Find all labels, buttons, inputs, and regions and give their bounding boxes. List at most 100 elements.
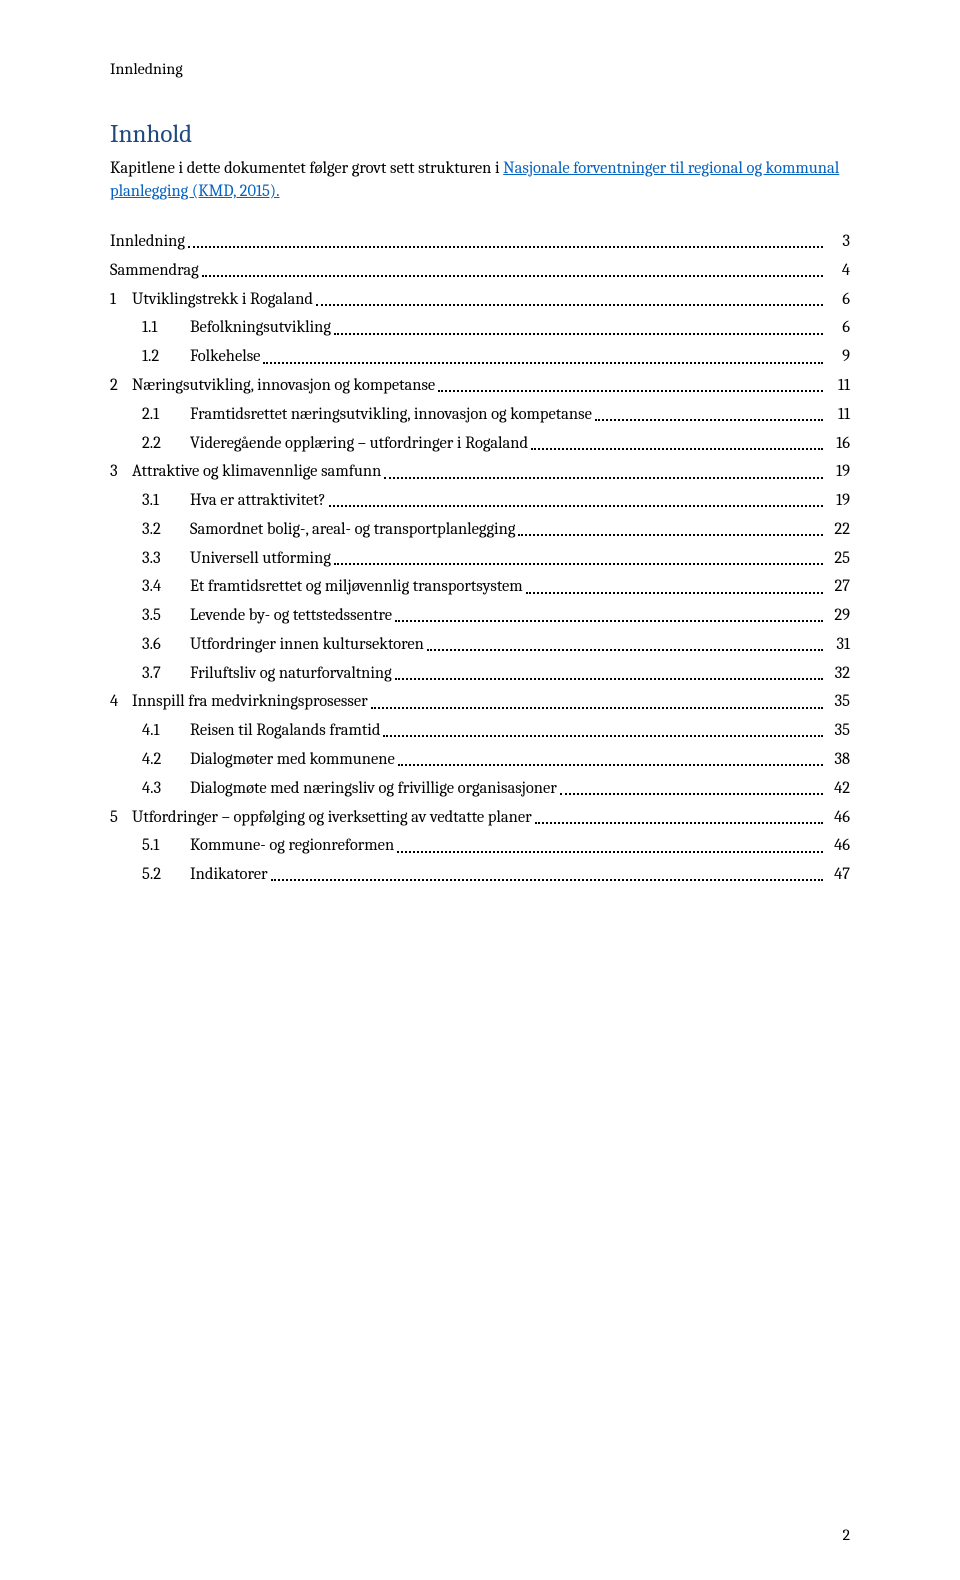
toc-leader-dots (334, 563, 823, 565)
toc-leader-dots (595, 419, 823, 421)
toc-entry-page: 4 (826, 260, 850, 282)
toc-entry-number: 4.2 (142, 749, 190, 771)
footer-page-number: 2 (842, 1526, 850, 1544)
toc-entry-label: Samordnet bolig-, areal- og transportpla… (190, 519, 515, 541)
toc-entry-page: 19 (826, 490, 850, 512)
toc-entry[interactable]: 3.3Universell utforming 25 (110, 548, 850, 570)
toc-leader-dots (395, 678, 823, 680)
toc-entry-page: 35 (826, 720, 850, 742)
toc-entry[interactable]: 2Næringsutvikling, innovasjon og kompeta… (110, 375, 850, 397)
toc-entry[interactable]: 2.1Framtidsrettet næringsutvikling, inno… (110, 404, 850, 426)
toc-entry-label: Universell utforming (190, 548, 331, 570)
toc-entry-label: Reisen til Rogalands framtid (190, 720, 380, 742)
toc-entry[interactable]: 1.2Folkehelse9 (110, 346, 850, 368)
toc-entry-label: Folkehelse (190, 346, 260, 368)
toc-entry-page: 35 (826, 691, 850, 713)
toc-entry-page: 16 (826, 433, 850, 455)
toc-leader-dots (329, 505, 823, 507)
page-header-label: Innledning (110, 60, 850, 78)
toc-entry-page: 46 (826, 835, 850, 857)
toc-entry-page: 11 (826, 404, 850, 426)
toc-entry-number: 3 (110, 461, 132, 483)
toc-entry[interactable]: 3.4Et framtidsrettet og miljøvennlig tra… (110, 576, 850, 598)
toc-entry-page: 29 (826, 605, 850, 627)
toc-entry[interactable]: 3.1Hva er attraktivitet? 19 (110, 490, 850, 512)
toc-entry[interactable]: 5.2Indikatorer 47 (110, 864, 850, 886)
toc-entry[interactable]: 1Utviklingstrekk i Rogaland6 (110, 289, 850, 311)
toc-entry[interactable]: 4Innspill fra medvirkningsprosesser 35 (110, 691, 850, 713)
toc-entry[interactable]: 3.5Levende by- og tettstedssentre29 (110, 605, 850, 627)
toc-leader-dots (371, 707, 823, 709)
toc-entry[interactable]: 5.1Kommune- og regionreformen46 (110, 835, 850, 857)
toc-entry-label: Friluftsliv og naturforvaltning (190, 663, 392, 685)
toc-entry-page: 46 (826, 807, 850, 829)
toc-entry-page: 32 (826, 663, 850, 685)
toc-leader-dots (397, 851, 823, 853)
toc-entry[interactable]: 5Utfordringer – oppfølging og iverksetti… (110, 807, 850, 829)
toc-entry-page: 31 (826, 634, 850, 656)
toc-entry-label: Videregående opplæring – utfordringer i … (190, 433, 528, 455)
toc-entry[interactable]: 3Attraktive og klimavennlige samfunn 19 (110, 461, 850, 483)
toc-entry-number: 2 (110, 375, 132, 397)
toc-entry-number: 4 (110, 691, 132, 713)
toc-entry-label: Et framtidsrettet og miljøvennlig transp… (190, 576, 523, 598)
toc-entry-number: 5 (110, 807, 132, 829)
toc-entry-number: 5.2 (142, 864, 190, 886)
table-of-contents: Innledning3 Sammendrag 4 1Utviklingstrekk i… (110, 231, 850, 886)
toc-entry-number: 4.3 (142, 778, 190, 800)
toc-entry[interactable]: 1.1Befolkningsutvikling 6 (110, 317, 850, 339)
toc-entry-page: 22 (826, 519, 850, 541)
toc-entry-page: 38 (826, 749, 850, 771)
toc-entry-label: Befolkningsutvikling (190, 317, 331, 339)
toc-entry-page: 27 (826, 576, 850, 598)
toc-leader-dots (518, 534, 823, 536)
toc-leader-dots (535, 822, 823, 824)
toc-entry-label: Kommune- og regionreformen (190, 835, 394, 857)
toc-title: Innhold (110, 120, 850, 149)
toc-entry-number: 3.1 (142, 490, 190, 512)
toc-entry-number: 3.2 (142, 519, 190, 541)
toc-entry-number: 3.4 (142, 576, 190, 598)
toc-entry-label: Sammendrag (110, 260, 199, 282)
toc-entry[interactable]: 3.7Friluftsliv og naturforvaltning 32 (110, 663, 850, 685)
toc-entry-label: Attraktive og klimavennlige samfunn (132, 461, 381, 483)
toc-entry-label: Dialogmøter med kommunene (190, 749, 395, 771)
toc-entry[interactable]: Innledning3 (110, 231, 850, 253)
toc-leader-dots (395, 620, 823, 622)
toc-entry-page: 3 (826, 231, 850, 253)
toc-leader-dots (438, 390, 823, 392)
toc-entry-number: 2.1 (142, 404, 190, 426)
toc-entry-label: Hva er attraktivitet? (190, 490, 326, 512)
toc-leader-dots (384, 477, 823, 479)
toc-entry[interactable]: Sammendrag 4 (110, 260, 850, 282)
intro-text-before: Kapitlene i dette dokumentet følger grov… (110, 159, 503, 178)
toc-leader-dots (526, 592, 823, 594)
toc-entry-number: 1.1 (142, 317, 190, 339)
toc-leader-dots (531, 448, 823, 450)
toc-entry-number: 3.6 (142, 634, 190, 656)
toc-entry-label: Innspill fra medvirkningsprosesser (132, 691, 368, 713)
intro-paragraph: Kapitlene i dette dokumentet følger grov… (110, 157, 850, 203)
toc-entry[interactable]: 4.1Reisen til Rogalands framtid35 (110, 720, 850, 742)
toc-entry-label: Dialogmøte med næringsliv og frivillige … (190, 778, 557, 800)
toc-entry[interactable]: 2.2Videregående opplæring – utfordringer… (110, 433, 850, 455)
toc-entry-page: 42 (826, 778, 850, 800)
toc-entry-label: Utfordringer – oppfølging og iverksettin… (132, 807, 532, 829)
toc-entry-page: 19 (826, 461, 850, 483)
toc-entry[interactable]: 4.3Dialogmøte med næringsliv og frivilli… (110, 778, 850, 800)
toc-entry-number: 3.7 (142, 663, 190, 685)
toc-entry-label: Indikatorer (190, 864, 268, 886)
toc-entry-number: 1.2 (142, 346, 190, 368)
toc-entry-page: 6 (826, 317, 850, 339)
toc-entry-label: Næringsutvikling, innovasjon og kompetan… (132, 375, 435, 397)
toc-leader-dots (188, 246, 823, 248)
toc-entry-page: 11 (826, 375, 850, 397)
toc-entry-page: 47 (826, 864, 850, 886)
toc-entry[interactable]: 3.2Samordnet bolig-, areal- og transport… (110, 519, 850, 541)
toc-entry[interactable]: 4.2Dialogmøter med kommunene 38 (110, 749, 850, 771)
toc-leader-dots (427, 649, 823, 651)
toc-leader-dots (383, 735, 823, 737)
toc-entry-page: 25 (826, 548, 850, 570)
toc-entry-number: 3.3 (142, 548, 190, 570)
toc-entry[interactable]: 3.6Utfordringer innen kultursektoren31 (110, 634, 850, 656)
